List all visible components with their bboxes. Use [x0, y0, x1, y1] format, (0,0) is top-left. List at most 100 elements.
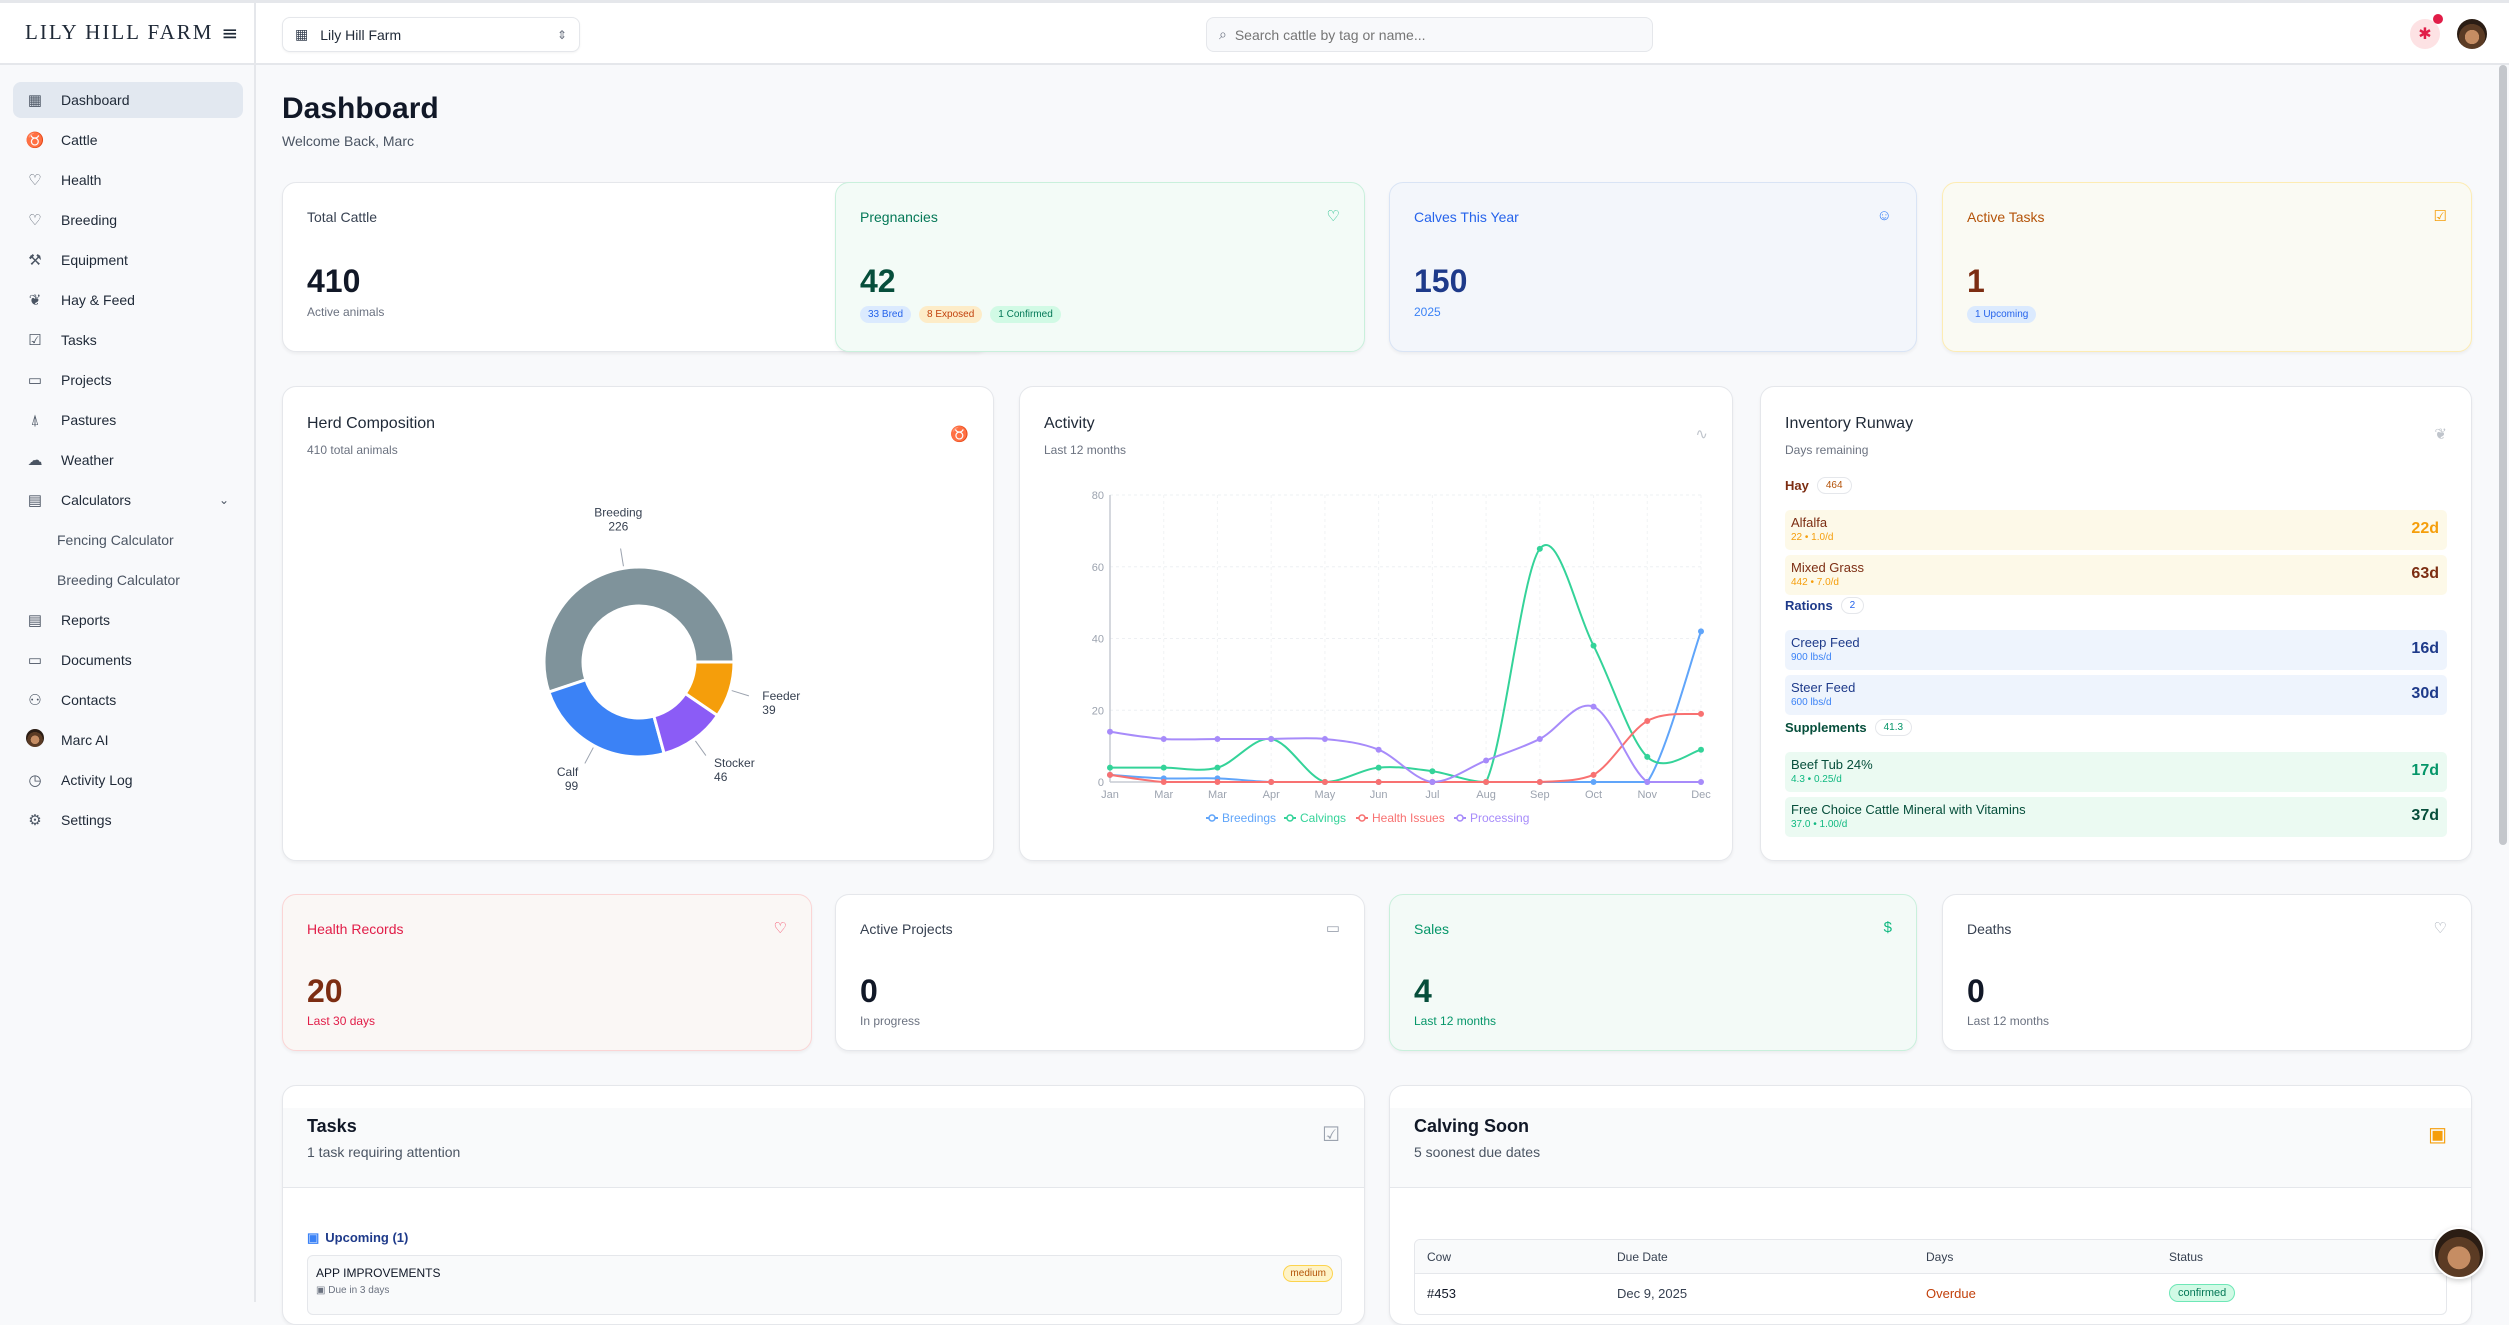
sidebar-item-cattle[interactable]: ♉Cattle [13, 122, 243, 158]
data-point[interactable] [1483, 779, 1489, 785]
data-point[interactable] [1161, 765, 1167, 771]
data-point[interactable] [1429, 779, 1435, 785]
x-tick-label: Apr [1263, 789, 1280, 801]
inventory-item[interactable]: Alfalfa22 • 1.0/d22d [1785, 510, 2447, 550]
stat-health-records[interactable]: Health Records ♡ 20 Last 30 days [282, 894, 812, 1051]
upcoming-group[interactable]: ▣Upcoming (1) [307, 1230, 408, 1246]
inventory-item[interactable]: Steer Feed600 lbs/d30d [1785, 675, 2447, 715]
panel-title: Inventory Runway [1785, 415, 1913, 433]
data-point[interactable] [1644, 754, 1650, 760]
legend-item[interactable]: Calvings [1284, 811, 1346, 825]
sidebar-item-equipment[interactable]: ⚒Equipment [13, 242, 243, 278]
sidebar-item-pastures[interactable]: ⍋Pastures [13, 402, 243, 438]
table-row[interactable]: #453 Dec 9, 2025 Overdue confirmed [1415, 1274, 2446, 1314]
data-point[interactable] [1483, 757, 1489, 763]
stat-sub: 2025 [1414, 305, 1441, 319]
data-point[interactable] [1322, 779, 1328, 785]
search-input[interactable] [1235, 27, 1640, 43]
legend-item[interactable]: Breedings [1206, 811, 1276, 825]
x-tick-label: Mar [1208, 789, 1227, 801]
sidebar-item-fencing-calculator[interactable]: Fencing Calculator [13, 522, 243, 558]
stat-sub: Last 12 months [1414, 1014, 1496, 1028]
data-point[interactable] [1268, 779, 1274, 785]
stat-value: 42 [860, 263, 896, 300]
data-point[interactable] [1376, 765, 1382, 771]
data-point[interactable] [1644, 718, 1650, 724]
data-point[interactable] [1537, 546, 1543, 552]
data-point[interactable] [1214, 736, 1220, 742]
stat-pregnancies[interactable]: Pregnancies ♡ 42 33 Bred 8 Exposed 1 Con… [835, 182, 1365, 352]
data-point[interactable] [1644, 779, 1650, 785]
item-detail: 37.0 • 1.00/d [1791, 819, 2441, 830]
sidebar-item-breeding[interactable]: ♡Breeding [13, 202, 243, 238]
data-point[interactable] [1376, 747, 1382, 753]
legend-item[interactable]: Health Issues [1356, 811, 1445, 825]
data-point[interactable] [1537, 736, 1543, 742]
data-point[interactable] [1698, 747, 1704, 753]
scrollbar[interactable] [2499, 65, 2507, 845]
farm-select[interactable]: ▦ Lily Hill Farm ⇕ [282, 17, 580, 52]
data-point[interactable] [1591, 779, 1597, 785]
data-point[interactable] [1429, 768, 1435, 774]
data-point[interactable] [1322, 736, 1328, 742]
data-point[interactable] [1537, 779, 1543, 785]
sidebar-item-reports[interactable]: ▤Reports [13, 602, 243, 638]
ai-assistant-button[interactable] [2433, 1227, 2485, 1279]
data-point[interactable] [1376, 779, 1382, 785]
sidebar-item-label: Weather [61, 452, 114, 468]
user-avatar[interactable] [2457, 19, 2487, 49]
item-name: Alfalfa [1791, 515, 2441, 530]
data-point[interactable] [1107, 765, 1113, 771]
sidebar-item-marc-ai[interactable]: Marc AI [13, 722, 243, 758]
section-count: 2 [1841, 597, 1865, 614]
chevron-down-icon[interactable]: ⌄ [219, 493, 229, 507]
menu-icon[interactable]: ≡ [221, 21, 240, 45]
data-point[interactable] [1161, 779, 1167, 785]
heart-icon: ♡ [25, 211, 45, 229]
inventory-item[interactable]: Creep Feed900 lbs/d16d [1785, 630, 2447, 670]
stat-sales[interactable]: Sales $ 4 Last 12 months [1389, 894, 1917, 1051]
data-point[interactable] [1591, 704, 1597, 710]
stat-deaths[interactable]: Deaths ♡ 0 Last 12 months [1942, 894, 2472, 1051]
inventory-item[interactable]: Mixed Grass442 • 7.0/d63d [1785, 555, 2447, 595]
stat-active-projects[interactable]: Active Projects ▭ 0 In progress [835, 894, 1365, 1051]
data-point[interactable] [1107, 772, 1113, 778]
data-point[interactable] [1698, 711, 1704, 717]
stat-calves[interactable]: Calves This Year ☺ 150 2025 [1389, 182, 1917, 352]
inventory-item[interactable]: Free Choice Cattle Mineral with Vitamins… [1785, 797, 2447, 837]
sidebar-item-projects[interactable]: ▭Projects [13, 362, 243, 398]
section-count: 464 [1817, 477, 1852, 494]
data-point[interactable] [1214, 765, 1220, 771]
notifications-button[interactable]: ✱ [2410, 19, 2440, 49]
sidebar-item-contacts[interactable]: ⚇Contacts [13, 682, 243, 718]
sidebar-item-activity-log[interactable]: ◷Activity Log [13, 762, 243, 798]
sidebar-item-tasks[interactable]: ☑Tasks [13, 322, 243, 358]
data-point[interactable] [1107, 729, 1113, 735]
legend-item[interactable]: Processing [1454, 811, 1529, 825]
data-point[interactable] [1698, 628, 1704, 634]
stat-active-tasks[interactable]: Active Tasks ☑ 1 1 Upcoming [1942, 182, 2472, 352]
donut-slice-calf[interactable] [549, 680, 664, 757]
sidebar-item-health[interactable]: ♡Health [13, 162, 243, 198]
heart-crack-icon: ♡ [2434, 919, 2447, 937]
data-point[interactable] [1161, 736, 1167, 742]
sidebar-item-weather[interactable]: ☁Weather [13, 442, 243, 478]
gear-icon: ⚙ [25, 811, 45, 829]
data-point[interactable] [1268, 736, 1274, 742]
x-tick-label: Jul [1425, 789, 1439, 801]
x-tick-label: Mar [1154, 789, 1173, 801]
stat-sub: Last 30 days [307, 1014, 375, 1028]
sidebar-item-documents[interactable]: ▭Documents [13, 642, 243, 678]
data-point[interactable] [1591, 772, 1597, 778]
task-item[interactable]: APP IMPROVEMENTS ▣ Due in 3 days medium [307, 1255, 1342, 1315]
sidebar-item-hay-feed[interactable]: ❦Hay & Feed [13, 282, 243, 318]
data-point[interactable] [1698, 779, 1704, 785]
panel-title: Calving Soon [1414, 1116, 1529, 1137]
data-point[interactable] [1214, 779, 1220, 785]
sidebar-item-calculators[interactable]: ▤Calculators⌄ [13, 482, 243, 518]
sidebar-item-dashboard[interactable]: ▦Dashboard [13, 82, 243, 118]
inventory-item[interactable]: Beef Tub 24%4.3 • 0.25/d17d [1785, 752, 2447, 792]
sidebar-item-settings[interactable]: ⚙Settings [13, 802, 243, 838]
data-point[interactable] [1591, 643, 1597, 649]
sidebar-item-breeding-calculator[interactable]: Breeding Calculator [13, 562, 243, 598]
